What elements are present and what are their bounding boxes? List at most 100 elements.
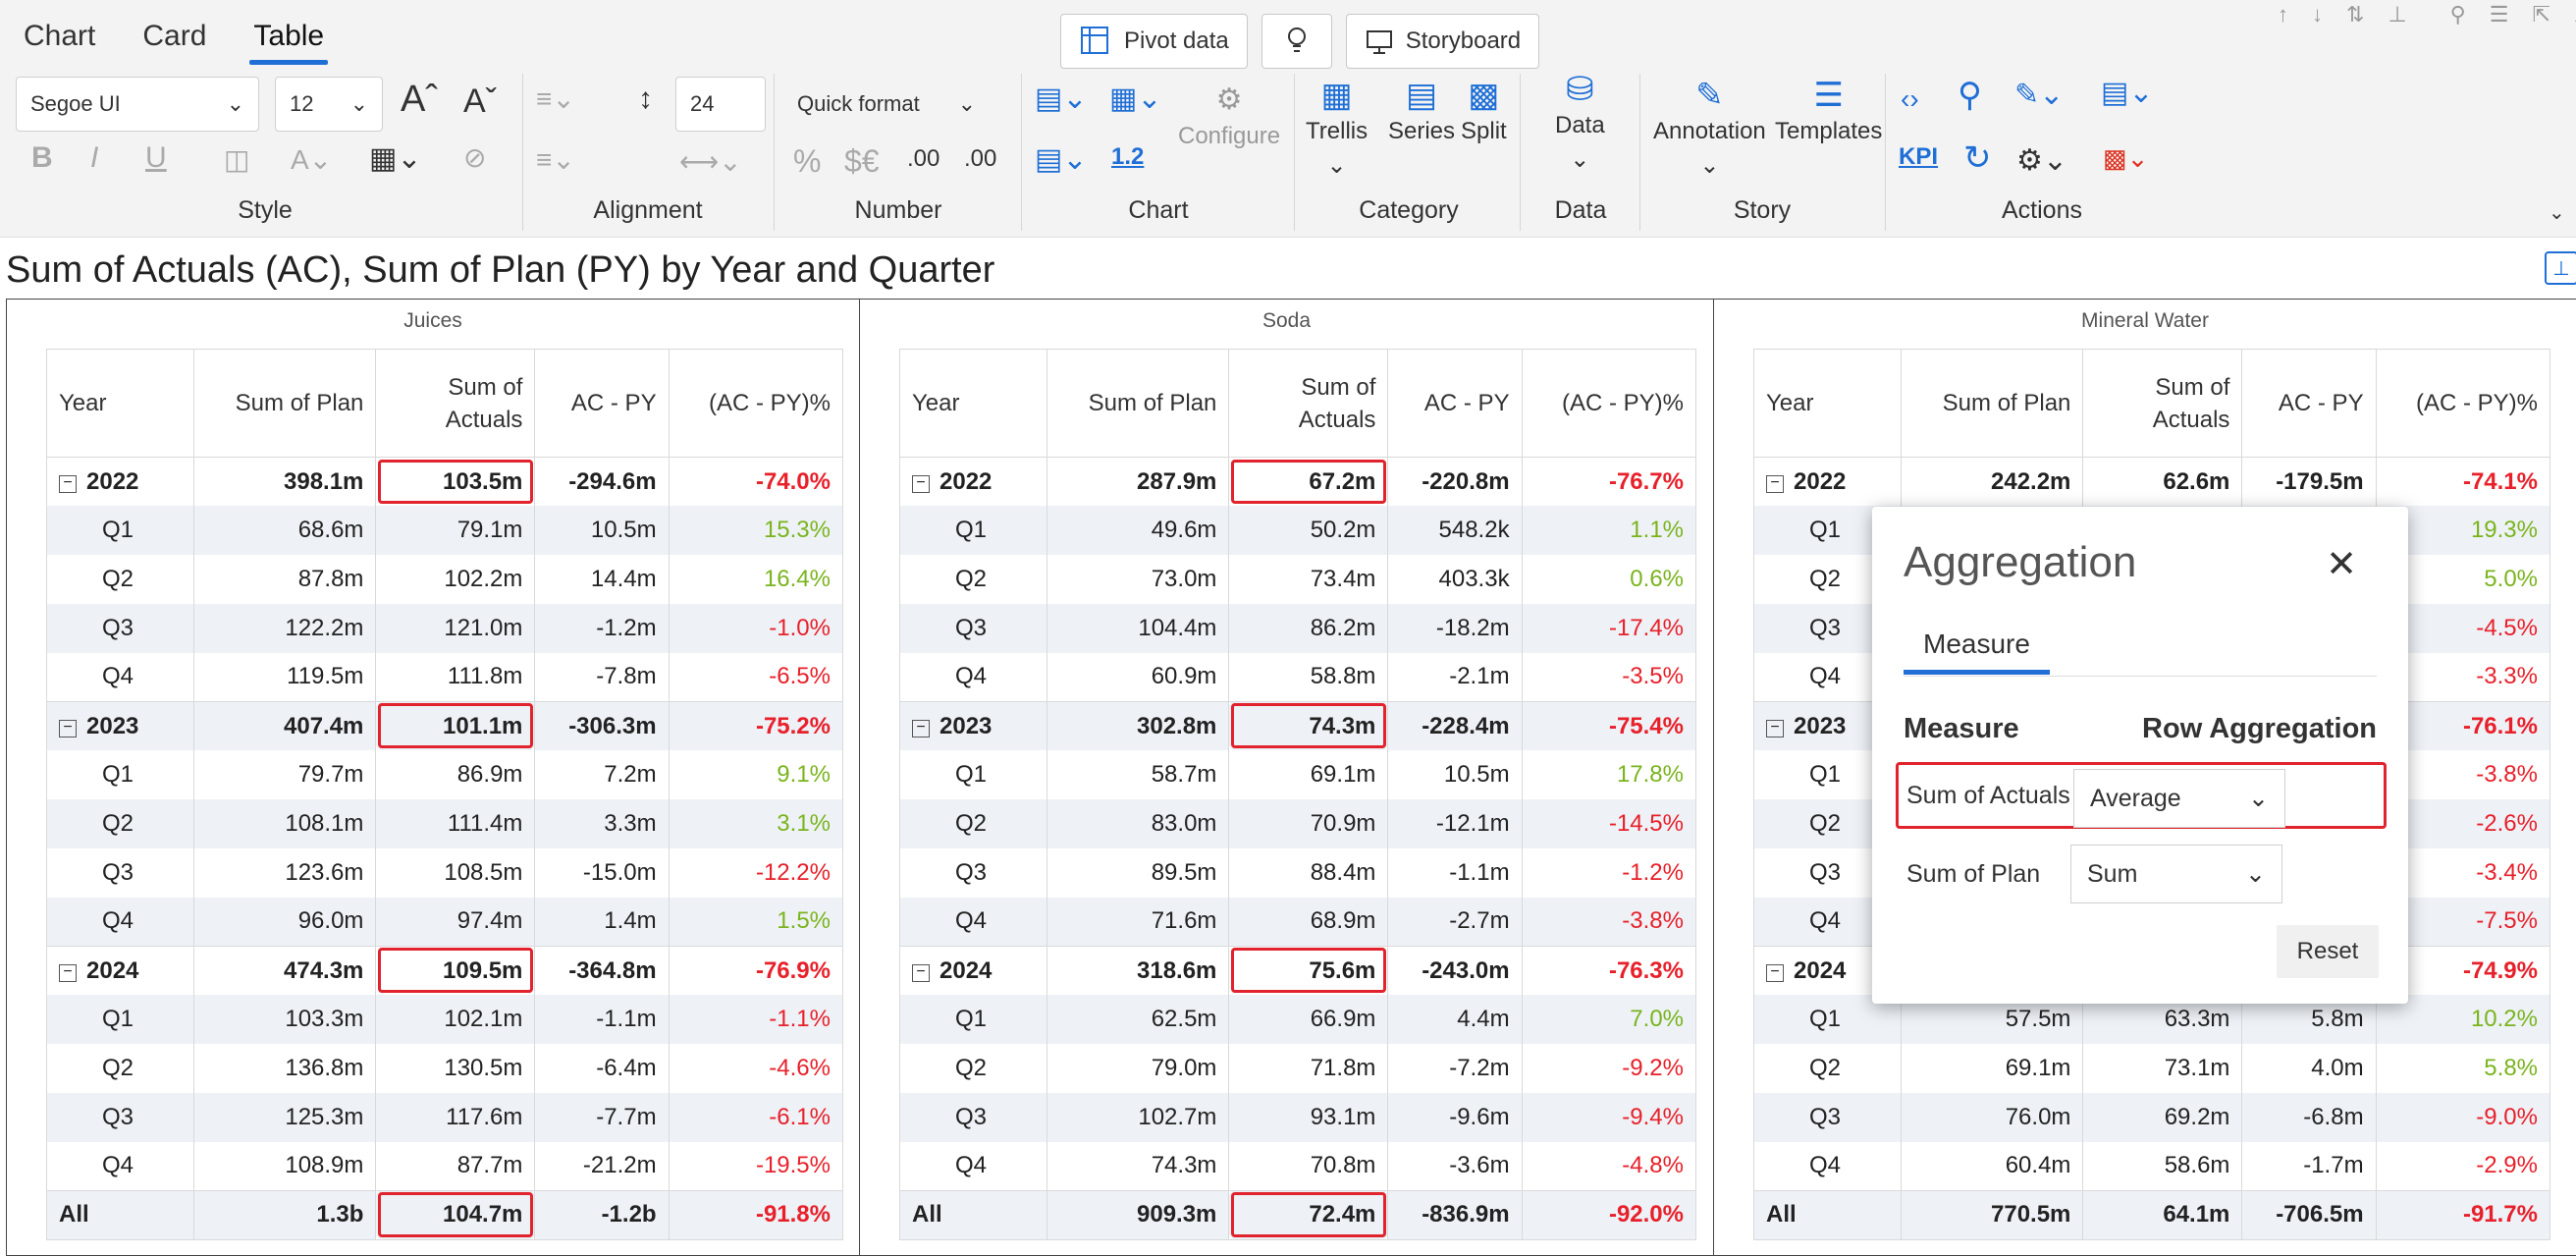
layout-button[interactable]: ▦⌄: [1109, 82, 1161, 116]
hide-button[interactable]: ⊘: [463, 141, 486, 174]
aggregation-select[interactable]: Average ⌄: [2073, 769, 2285, 828]
collapse-ribbon-button[interactable]: ⌄: [2549, 200, 2565, 225]
tab-card[interactable]: Card: [142, 20, 207, 52]
insights-button[interactable]: [1261, 14, 1332, 69]
pivot-icon: [1079, 25, 1112, 58]
column-header[interactable]: AC - PY: [1387, 349, 1523, 458]
currency-button[interactable]: $€: [844, 143, 880, 180]
reset-button[interactable]: Reset: [2277, 925, 2379, 978]
border-button[interactable]: ▦⌄: [369, 141, 421, 176]
italic-button[interactable]: I: [90, 141, 98, 175]
kpi-button[interactable]: KPI: [1899, 143, 1938, 171]
data-button[interactable]: ⛁ Data ⌄: [1555, 73, 1605, 174]
search-button[interactable]: ⚲: [1958, 79, 1982, 112]
annotation-button[interactable]: ✎ Annotation ⌄: [1653, 79, 1766, 180]
tab-table[interactable]: Table: [249, 14, 328, 65]
spacing-input[interactable]: 24: [675, 77, 766, 132]
pivot-data-button[interactable]: Pivot data: [1060, 14, 1248, 69]
font-color-button[interactable]: A⌄: [291, 143, 332, 176]
refresh-button[interactable]: ↻: [1963, 141, 1992, 175]
cell-value: -9.4%: [1622, 1103, 1684, 1130]
format-painter-button[interactable]: ✎⌄: [2014, 79, 2064, 112]
collapse-icon[interactable]: −: [59, 474, 77, 493]
cell-value: 2024: [86, 956, 139, 984]
decimal-button[interactable]: 1.2: [1111, 143, 1144, 171]
table-cell: −2022: [1753, 457, 1902, 507]
table-cell: 407.4m: [193, 701, 377, 751]
templates-label: Templates: [1775, 118, 1883, 144]
tab-chart[interactable]: Chart: [24, 20, 96, 52]
column-header[interactable]: Year: [899, 349, 1047, 458]
decrease-decimal-button[interactable]: .00: [907, 145, 939, 173]
cell-value: -1.2b: [601, 1201, 657, 1229]
column-header[interactable]: Sum of Plan: [1046, 349, 1230, 458]
column-header[interactable]: Year: [46, 349, 194, 458]
column-header[interactable]: AC - PY: [534, 349, 670, 458]
collapse-icon[interactable]: −: [912, 474, 930, 493]
width-button[interactable]: ⟷⌄: [679, 145, 742, 178]
storyboard-button[interactable]: Storyboard: [1345, 14, 1540, 69]
move-down-icon[interactable]: ↓: [2312, 2, 2323, 27]
column-header[interactable]: Year: [1753, 349, 1902, 458]
collapse-icon[interactable]: −: [912, 963, 930, 982]
configure-button[interactable]: ⚙ Configure: [1178, 82, 1280, 150]
column-header[interactable]: (AC - PY)%: [1522, 349, 1697, 458]
cell-value: 1.4m: [604, 907, 657, 935]
column-header[interactable]: Sum of Actuals: [375, 349, 536, 458]
column-header[interactable]: (AC - PY)%: [2376, 349, 2551, 458]
sort-icon[interactable]: ⇅: [2346, 2, 2365, 27]
collapse-icon[interactable]: −: [1766, 963, 1784, 982]
filter-icon[interactable]: ☰: [2489, 2, 2509, 27]
pin-visual-button[interactable]: ⊥: [2545, 251, 2576, 285]
split-button[interactable]: ▩ Split: [1461, 79, 1507, 145]
increase-font-button[interactable]: Aˆ: [401, 79, 438, 121]
aggregation-select[interactable]: Sum ⌄: [2070, 845, 2282, 903]
column-header[interactable]: Sum of Actuals: [2082, 349, 2243, 458]
templates-button[interactable]: ☰ Templates: [1775, 79, 1882, 145]
font-family-dropdown[interactable]: Segoe UI ⌄: [16, 77, 259, 132]
column-header[interactable]: Sum of Plan: [193, 349, 377, 458]
configure-icon: ⚙: [1215, 83, 1243, 116]
fill-color-button[interactable]: ◫: [224, 143, 249, 176]
expand-icon[interactable]: ⇱: [2532, 2, 2550, 27]
align-horizontal-button[interactable]: ≡⌄: [536, 82, 575, 115]
increase-decimal-button[interactable]: .00: [964, 145, 996, 173]
cell-value: 72.4m: [1309, 1201, 1376, 1229]
cell-value: 102.1m: [444, 1006, 523, 1033]
column-header[interactable]: Sum of Plan: [1901, 349, 2084, 458]
cell-value: -14.5%: [1608, 809, 1684, 837]
quick-format-dropdown[interactable]: Quick format ⌄: [783, 77, 990, 132]
chevron-down-icon: ⌄: [1699, 152, 1720, 179]
bar-chart-button[interactable]: ▤⌄: [1035, 82, 1087, 116]
column-header[interactable]: AC - PY: [2241, 349, 2377, 458]
column-header[interactable]: (AC - PY)%: [669, 349, 844, 458]
collapse-icon[interactable]: −: [59, 719, 77, 737]
underline-button[interactable]: U: [145, 141, 167, 175]
close-icon[interactable]: ✕: [2326, 544, 2357, 585]
fullscreen-icon[interactable]: ⇲: [2574, 2, 2576, 27]
trellis-button[interactable]: ▦ Trellis ⌄: [1306, 79, 1368, 180]
collapse-icon[interactable]: −: [1766, 719, 1784, 737]
code-button[interactable]: ‹›: [1901, 82, 1919, 116]
font-size-dropdown[interactable]: 12 ⌄: [275, 77, 383, 132]
collapse-icon[interactable]: −: [912, 719, 930, 737]
quarter-row: Q2 69.1m 73.1m 4.0m 5.8%: [1753, 1044, 2551, 1093]
hierarchy-icon[interactable]: ⊥: [2388, 2, 2407, 27]
settings-button[interactable]: ⚙⌄: [2016, 143, 2067, 178]
decrease-font-button[interactable]: Aˇ: [463, 82, 497, 121]
collapse-icon[interactable]: −: [59, 963, 77, 982]
tab-measure[interactable]: Measure: [1904, 628, 2050, 675]
table-cell: 68.9m: [1228, 897, 1389, 947]
export-button[interactable]: ▤⌄: [2101, 77, 2153, 110]
align-vertical-button[interactable]: ≡⌄: [536, 143, 575, 176]
column-header[interactable]: Sum of Actuals: [1228, 349, 1389, 458]
series-button[interactable]: ▤ Series: [1388, 79, 1455, 145]
percent-button[interactable]: %: [793, 143, 821, 180]
collapse-icon[interactable]: −: [1766, 474, 1784, 493]
move-up-icon[interactable]: ↑: [2278, 2, 2288, 27]
row-layout-button[interactable]: ▤⌄: [1035, 143, 1087, 177]
pin-icon[interactable]: ⚲: [2449, 2, 2466, 27]
bold-button[interactable]: B: [31, 141, 53, 175]
pdf-button[interactable]: ▩⌄: [2103, 143, 2148, 174]
table-cell: -7.8m: [534, 652, 670, 702]
